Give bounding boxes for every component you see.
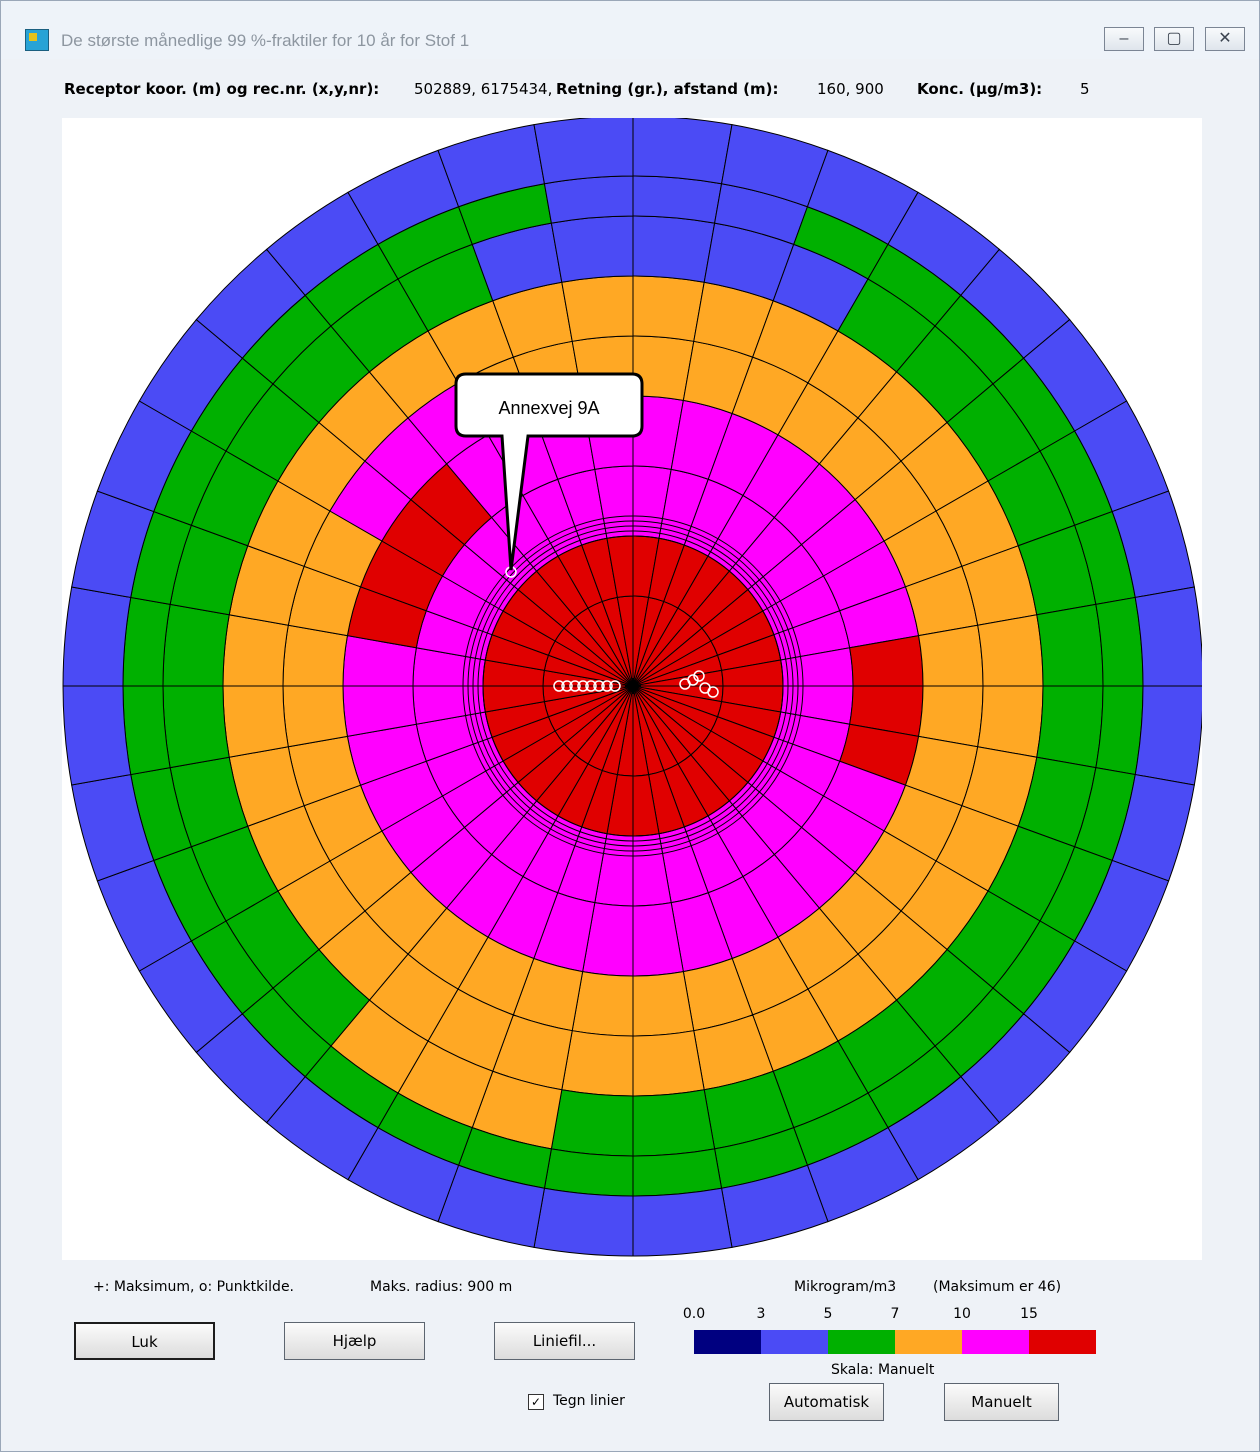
scale-swatch: [895, 1330, 962, 1354]
scale-swatch: [694, 1330, 761, 1354]
distance-ring: [472, 525, 794, 847]
grid-cell[interactable]: [122, 685, 171, 776]
concentration-label: Konc. (µg/m3):: [917, 80, 1043, 98]
point-source-marker: [561, 680, 573, 692]
point-source-marker: [569, 680, 581, 692]
point-source-marker: [609, 680, 621, 692]
minimize-button[interactable]: –: [1104, 27, 1144, 51]
point-source-marker: [601, 680, 613, 692]
receptor-label: Receptor koor. (m) og rec.nr. (x,y,nr):: [64, 80, 380, 98]
help-button[interactable]: Hjælp: [284, 1322, 425, 1360]
grid-cell[interactable]: [632, 175, 723, 224]
close-button[interactable]: Luk: [74, 1322, 215, 1360]
grid-cell[interactable]: [632, 215, 716, 283]
grid-cell[interactable]: [561, 275, 634, 342]
maximum-label: (Maksimum er 46): [933, 1279, 1062, 1295]
grid-cell[interactable]: [1036, 603, 1104, 687]
close-window-button[interactable]: ✕: [1205, 27, 1245, 51]
maximum-marker: [625, 678, 641, 694]
grid-cell[interactable]: [533, 1187, 634, 1257]
point-source-marker: [693, 670, 705, 682]
grid-cell[interactable]: [977, 614, 1044, 687]
unit-label: Mikrogram/m3: [794, 1279, 897, 1295]
grid-cell[interactable]: [162, 685, 230, 769]
grid-cell[interactable]: [550, 215, 634, 283]
grid-cell[interactable]: [222, 685, 289, 758]
grid-cell[interactable]: [632, 1187, 733, 1257]
scale-swatch: [1029, 1330, 1096, 1354]
grid-cell[interactable]: [918, 624, 984, 687]
grid-cell[interactable]: [282, 685, 348, 748]
polar-grid[interactable]: Annexvej 9A: [62, 118, 1202, 1260]
point-source-marker: [553, 680, 565, 692]
draw-lines-checkbox[interactable]: ✓: [528, 1394, 544, 1410]
grid-cell[interactable]: [543, 175, 634, 224]
scale-tick-label: 7: [890, 1306, 900, 1322]
location-callout: Annexvej 9A: [454, 372, 644, 571]
grid-cell[interactable]: [62, 685, 132, 786]
linefile-button[interactable]: Liniefil...: [494, 1322, 635, 1360]
grid-cell[interactable]: [632, 275, 705, 342]
direction-label: Retning (gr.), afstand (m):: [556, 80, 779, 98]
grid-cell[interactable]: [533, 118, 634, 185]
grid-cell[interactable]: [1095, 596, 1144, 687]
grid-cell[interactable]: [632, 1148, 723, 1197]
point-source-marker: [585, 680, 597, 692]
receptor-value: 502889, 6175434,: [414, 80, 553, 98]
grid-cell[interactable]: [122, 596, 171, 687]
point-source-marker: [687, 674, 699, 686]
point-source-marker: [577, 680, 589, 692]
distance-ring: [462, 515, 804, 857]
grid-cell[interactable]: [162, 603, 230, 687]
max-radius-label: Maks. radius: 900 m: [370, 1279, 513, 1295]
scale-swatch: [962, 1330, 1029, 1354]
grid-cell[interactable]: [1134, 685, 1202, 786]
grid-cell[interactable]: [561, 1030, 634, 1097]
distance-ring: [477, 530, 789, 842]
distance-ring: [482, 535, 784, 837]
scale-swatch: [761, 1330, 828, 1354]
scale-tick-label: 0.0: [682, 1306, 706, 1322]
grid-cell[interactable]: [632, 971, 695, 1037]
app-icon: [25, 29, 49, 51]
grid-cell[interactable]: [550, 1089, 634, 1157]
grid-cell[interactable]: [1134, 586, 1202, 687]
grid-cell[interactable]: [222, 614, 289, 687]
grid-cell[interactable]: [62, 586, 132, 687]
distance-ring: [467, 520, 799, 852]
symbol-legend: +: Maksimum, o: Punktkilde.: [93, 1279, 295, 1295]
automatic-button[interactable]: Automatisk: [769, 1383, 884, 1421]
grid-cell[interactable]: [632, 1089, 716, 1157]
direction-value: 160, 900: [817, 80, 884, 98]
grid-cell[interactable]: [977, 685, 1044, 758]
scale-swatch: [828, 1330, 895, 1354]
callout-label: Annexvej 9A: [498, 398, 599, 418]
maximize-button[interactable]: ▢: [1154, 27, 1194, 51]
point-source-marker: [593, 680, 605, 692]
scale-mode-label: Skala: Manuelt: [831, 1362, 935, 1378]
scale-tick-label: 3: [756, 1306, 766, 1322]
draw-lines-label: Tegn linier: [553, 1393, 625, 1409]
grid-cell[interactable]: [632, 118, 733, 185]
scale-tick-label: 15: [1020, 1306, 1038, 1322]
concentration-value: 5: [1080, 80, 1090, 98]
scale-tick-label: 10: [953, 1306, 971, 1322]
color-scale-bar: [694, 1330, 1096, 1354]
window-title: De største månedlige 99 %-fraktiler for …: [61, 31, 470, 50]
grid-cell[interactable]: [632, 1030, 705, 1097]
grid-cell[interactable]: [1036, 685, 1104, 769]
scale-tick-label: 5: [823, 1306, 833, 1322]
manual-button[interactable]: Manuelt: [944, 1383, 1059, 1421]
concentration-plot[interactable]: Annexvej 9A: [62, 118, 1202, 1260]
grid-cell[interactable]: [1095, 685, 1144, 776]
point-source-marker: [707, 686, 719, 698]
grid-cell[interactable]: [543, 1148, 634, 1197]
title-bar: De største månedlige 99 %-fraktiler for …: [1, 1, 1259, 59]
